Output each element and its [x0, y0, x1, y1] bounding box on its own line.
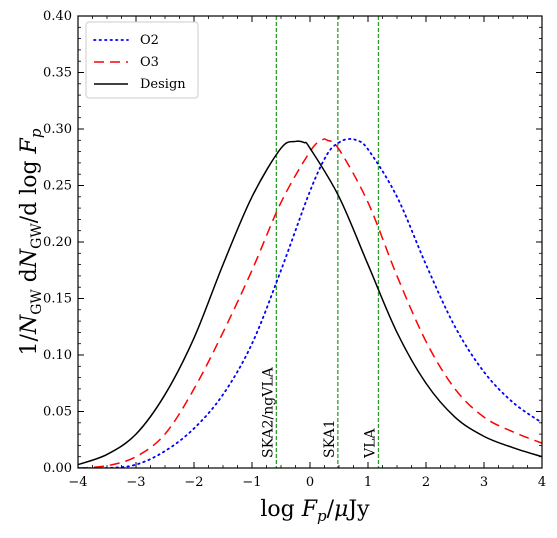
x-axis-label: log Fp/μJy: [260, 497, 370, 525]
series-lines: [78, 138, 542, 468]
x-tick-label: 1: [364, 475, 372, 490]
y-tick-label: 0.20: [43, 235, 72, 250]
y-tick-label: 0.10: [43, 348, 72, 363]
x-tick-label: −2: [184, 475, 203, 490]
legend-label-o2: O2: [140, 33, 159, 48]
y-tick-label: 0.25: [43, 179, 72, 194]
x-tick-label: −1: [242, 475, 261, 490]
ticks: −4 −3 −2 −1 0 1 2 3 4 0.00 0.05 0.10 0.15 0.20 0.25 0.3…: [43, 9, 546, 490]
series-design-line: [78, 140, 542, 466]
x-tick-label: 2: [422, 475, 430, 490]
legend-label-o3: O3: [140, 55, 159, 70]
series-o2-line: [78, 138, 542, 468]
y-tick-label: 0.15: [43, 292, 72, 307]
x-tick-label: 3: [480, 475, 488, 490]
x-tick-label: 4: [538, 475, 546, 490]
legend-label-design: Design: [140, 77, 186, 92]
y-tick-label: 0.05: [43, 405, 72, 420]
x-tick-label: 0: [306, 475, 314, 490]
vertical-lines: [275, 16, 380, 468]
vline-label: VLA: [362, 428, 378, 459]
y-tick-label: 0.00: [43, 461, 72, 476]
y-tick-label: 0.35: [43, 66, 72, 81]
y-tick-label: 0.30: [43, 122, 72, 137]
y-tick-label: 0.40: [43, 9, 72, 24]
x-tick-label: −4: [68, 475, 87, 490]
y-axis-label: 1/NGW dNGW/d log Fp: [17, 128, 45, 355]
legend: O2 O3 Design: [85, 21, 199, 99]
vline-label: SKA2/ngVLA: [260, 366, 276, 458]
vertical-line-labels: SKA2/ngVLA SKA1 VLA: [260, 366, 378, 459]
vline-label: SKA1: [322, 420, 338, 459]
legend-box: [85, 21, 199, 99]
series-o3-line: [78, 138, 542, 468]
x-tick-label: −3: [126, 475, 145, 490]
